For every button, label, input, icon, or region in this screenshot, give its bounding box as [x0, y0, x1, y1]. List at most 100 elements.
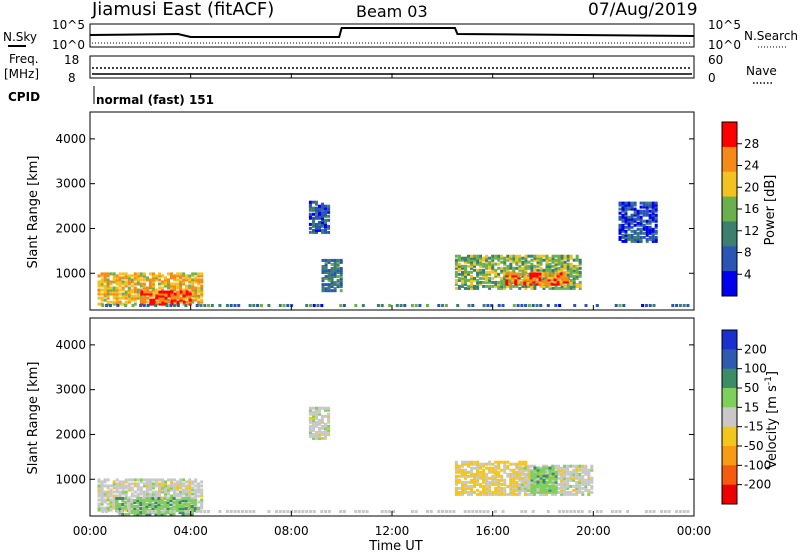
- power-echo-cell: [106, 286, 110, 290]
- power-echo-cell: [473, 268, 476, 272]
- velocity-echo-cell: [497, 472, 501, 476]
- velocity-echo-cell: [154, 499, 158, 502]
- power-echo-cell: [327, 258, 331, 262]
- power-echo-cell: [324, 283, 328, 287]
- velocity-echo-cell: [548, 488, 552, 492]
- velocity-echo-cell: [491, 480, 495, 484]
- time-tick-label: 00:00: [73, 524, 108, 538]
- power-echo-cell: [530, 264, 534, 268]
- velocity-echo-cell: [158, 478, 161, 482]
- power-echo-cell: [327, 273, 331, 276]
- power-echo-cell: [630, 237, 634, 241]
- velocity-echo-cell: [491, 468, 495, 472]
- velocity-echo-cell: [182, 478, 186, 482]
- power-echo-cell: [575, 284, 579, 288]
- velocity-echo-cell: [526, 466, 530, 470]
- colorbar-tick-label: -50: [744, 439, 764, 453]
- power-echo-cell: [133, 298, 137, 302]
- velocity-echo-cell: [130, 486, 134, 490]
- power-echo-cell: [485, 254, 489, 258]
- velocity-ground-cell: [384, 510, 388, 513]
- velocity-echo-cell: [124, 492, 128, 496]
- power-echo-cell: [470, 278, 473, 282]
- velocity-echo-cell: [575, 464, 579, 468]
- velocity-echo-cell: [488, 484, 492, 488]
- power-echo-cell: [515, 254, 519, 258]
- power-echo-cell: [566, 270, 570, 274]
- power-echo-cell: [124, 290, 128, 294]
- power-echo-cell: [100, 278, 104, 282]
- power-echo-cell: [324, 275, 328, 279]
- velocity-echo-cell: [127, 504, 131, 508]
- velocity-echo-cell: [520, 472, 524, 476]
- velocity-echo-cell: [575, 484, 579, 488]
- velocity-echo-cell: [139, 478, 143, 482]
- velocity-echo-cell: [509, 488, 513, 492]
- power-echo-cell: [482, 262, 486, 266]
- power-echo-cell: [121, 296, 125, 300]
- power-echo-cell: [118, 272, 122, 276]
- power-echo-cell: [339, 283, 343, 287]
- power-echo-cell: [133, 276, 137, 280]
- power-echo-cell: [467, 260, 470, 264]
- power-echo-cell: [526, 276, 530, 280]
- power-echo-cell: [511, 276, 515, 280]
- velocity-echo-cell: [118, 511, 122, 515]
- velocity-echo-cell: [476, 478, 480, 482]
- power-ground-cell: [203, 304, 207, 307]
- power-echo-cell: [457, 262, 461, 266]
- velocity-echo-cell: [321, 424, 324, 428]
- power-echo-cell: [100, 282, 104, 286]
- power-echo-cell: [551, 264, 555, 268]
- power-echo-cell: [524, 262, 528, 266]
- power-echo-cell: [151, 290, 155, 294]
- velocity-echo-cell: [115, 494, 119, 498]
- velocity-echo-cell: [184, 503, 188, 506]
- velocity-echo-cell: [545, 472, 548, 476]
- velocity-echo-cell: [500, 460, 504, 464]
- velocity-echo-cell: [506, 460, 510, 464]
- power-echo-cell: [578, 284, 582, 288]
- velocity-echo-cell: [97, 492, 101, 496]
- power-echo-cell: [327, 283, 331, 287]
- power-echo-cell: [539, 262, 543, 266]
- velocity-colorbar-label: Velocity [m s-1]: [764, 371, 780, 469]
- velocity-echo-cell: [184, 497, 188, 500]
- power-echo-cell: [109, 292, 113, 296]
- velocity-echo-cell: [554, 476, 558, 480]
- velocity-echo-cell: [130, 492, 134, 496]
- velocity-echo-cell: [500, 488, 504, 492]
- power-echo-cell: [648, 213, 652, 217]
- velocity-echo-cell: [169, 499, 173, 502]
- power-echo-cell: [560, 268, 564, 272]
- velocity-echo-cell: [312, 428, 315, 432]
- velocity-echo-cell: [160, 499, 164, 502]
- power-echo-cell: [467, 258, 470, 262]
- power-echo-cell: [536, 260, 540, 264]
- power-echo-cell: [554, 254, 558, 258]
- power-echo-cell: [121, 272, 125, 276]
- velocity-echo-cell: [161, 478, 164, 482]
- velocity-echo-cell: [575, 470, 579, 474]
- velocity-echo-cell: [520, 466, 524, 470]
- power-echo-cell: [454, 260, 458, 264]
- velocity-echo-cell: [530, 484, 534, 488]
- velocity-echo-cell: [509, 492, 513, 496]
- velocity-echo-cell: [494, 464, 498, 468]
- colorbar-tick-label: 20: [744, 180, 759, 194]
- velocity-echo-cell: [318, 420, 321, 424]
- velocity-echo-cell: [315, 434, 318, 438]
- velocity-echo-cell: [139, 501, 143, 504]
- power-echo-cell: [115, 276, 119, 280]
- velocity-echo-cell: [130, 494, 134, 498]
- power-echo-cell: [518, 282, 522, 286]
- power-echo-cell: [569, 286, 573, 290]
- power-echo-cell: [485, 274, 489, 278]
- power-echo-cell: [339, 260, 343, 264]
- velocity-echo-cell: [515, 488, 519, 492]
- power-echo-cell: [330, 279, 334, 283]
- power-echo-cell: [491, 258, 495, 262]
- power-echo-cell: [109, 286, 113, 290]
- velocity-echo-cell: [523, 492, 527, 496]
- velocity-echo-cell: [121, 503, 125, 506]
